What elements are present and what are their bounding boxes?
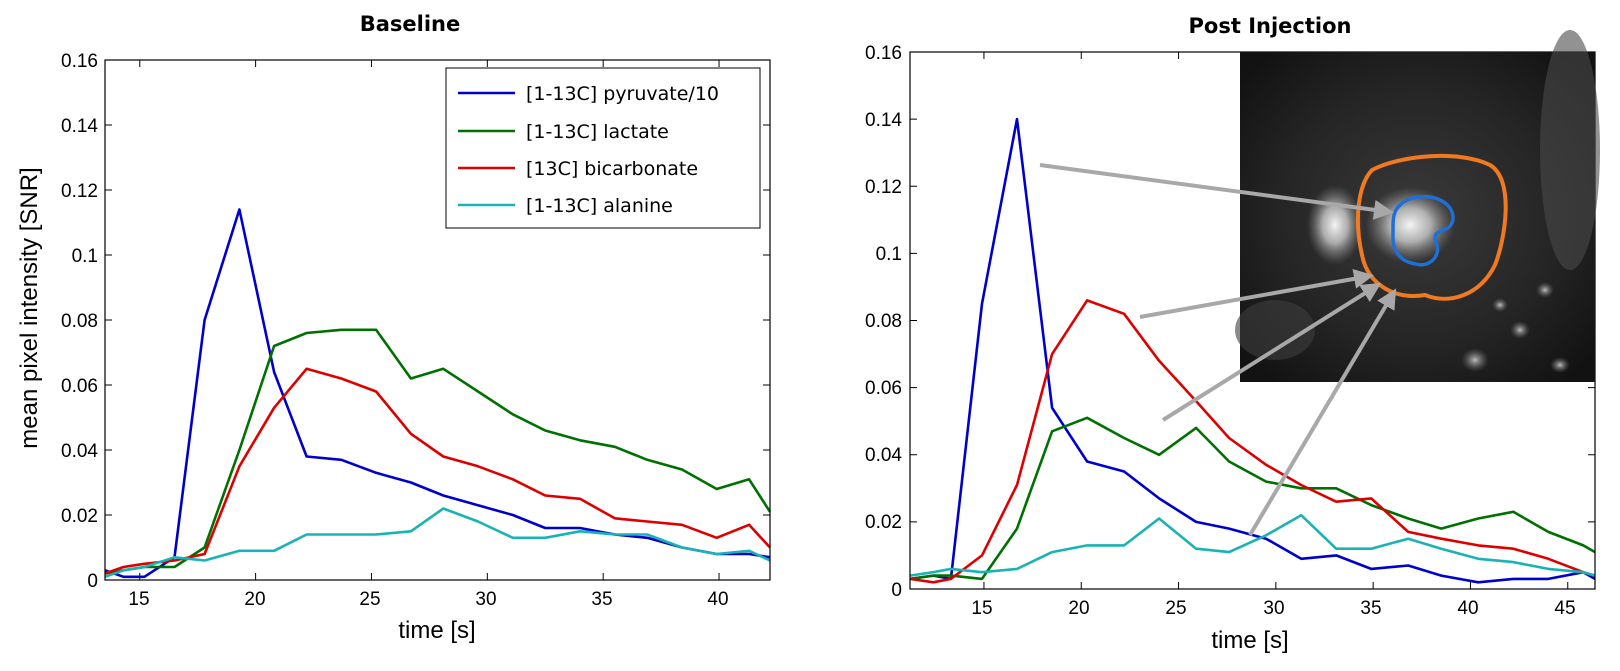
post-injection-panel: Post Injection 0.16 0.14 0.12 0.1 0.08 0…	[865, 14, 1600, 654]
legend-label: [1-13C] lactate	[526, 121, 669, 143]
mri-bright-spot	[1550, 357, 1570, 373]
series-line-13c-bicarbonate	[909, 299, 1596, 584]
y-tick-label: 0.12	[61, 181, 98, 202]
mri-bright-spot	[1536, 282, 1554, 298]
x-tick-label: 40	[707, 589, 728, 610]
x-tick-label: 15	[128, 589, 149, 610]
legend-label: [1-13C] pyruvate/10	[526, 83, 719, 105]
x-tick-label: 40	[1457, 598, 1478, 619]
y-tick-label: 0.04	[865, 445, 902, 466]
roi-outer-outline	[1355, 153, 1508, 301]
y-tick-label: 0.02	[865, 512, 902, 533]
y-tick-label: 0.1	[876, 244, 902, 265]
series-group	[104, 208, 772, 579]
mri-bright-region	[1307, 185, 1363, 265]
mri-tissue	[1540, 30, 1600, 270]
axes-frame	[104, 59, 771, 581]
x-tick-labels: 15 20 25 30 35 40 45	[971, 598, 1575, 619]
series-group	[909, 117, 1596, 584]
y-tick-label: 0.06	[61, 376, 98, 397]
x-tick-label: 25	[359, 589, 380, 610]
legend-box	[445, 67, 761, 229]
y-tick-label: 0.06	[865, 378, 902, 399]
y-tick-label: 0	[87, 571, 98, 592]
legend-label: [13C] bicarbonate	[526, 158, 698, 180]
roi-inner-outline	[1391, 194, 1455, 267]
y-tick-label: 0.08	[865, 311, 902, 332]
mri-tissue	[1235, 300, 1315, 360]
series-line-1-13c-lactate	[909, 416, 1596, 581]
x-tick-label: 35	[1360, 598, 1381, 619]
y-tick-label: 0.02	[61, 506, 98, 527]
x-tick-label: 35	[591, 589, 612, 610]
y-axis-label: mean pixel intensity [SNR]	[16, 167, 43, 448]
y-tick-label: 0.16	[61, 51, 98, 72]
mri-bright-spot	[1461, 348, 1489, 372]
x-tick-label: 20	[1068, 598, 1089, 619]
arrow	[1161, 282, 1382, 422]
y-tick-label: 0	[891, 580, 902, 601]
series-line-1-13c-alanine	[104, 507, 771, 579]
y-tick-label: 0.14	[61, 116, 98, 137]
mri-inset	[1039, 30, 1600, 537]
baseline-panel: Baseline 0.16 0.14 0.12 0.1 0.08 0.06 0.…	[16, 12, 772, 644]
y-tick-labels: 0.16 0.14 0.12 0.1 0.08 0.06 0.04 0.02 0	[865, 43, 902, 601]
x-tick-label: 45	[1554, 598, 1575, 619]
x-tick-label: 20	[244, 589, 265, 610]
mri-bright-spot	[1492, 298, 1508, 312]
series-line-1-13c-alanine	[909, 513, 1596, 577]
y-tick-label: 0.1	[72, 246, 98, 267]
legend: [1-13C] pyruvate/10 [1-13C] lactate [13C…	[445, 67, 761, 229]
y-tick-label: 0.12	[865, 177, 902, 198]
y-tick-label: 0.16	[865, 43, 902, 64]
legend-label: [1-13C] alanine	[526, 195, 673, 217]
series-line-1-13c-pyruvate-10	[909, 117, 1596, 584]
y-tick-label: 0.04	[61, 441, 98, 462]
x-tick-label: 30	[1263, 598, 1284, 619]
arrow	[1039, 163, 1394, 220]
x-tick-labels: 15 20 25 30 35 40	[128, 589, 728, 610]
arrow	[1139, 268, 1374, 319]
arrow	[1248, 288, 1397, 537]
y-tick-label: 0.08	[61, 311, 98, 332]
chart-title: Baseline	[360, 12, 461, 36]
mri-bright-spot	[1510, 321, 1530, 339]
y-tick-labels: 0.16 0.14 0.12 0.1 0.08 0.06 0.04 0.02 0	[61, 51, 98, 592]
chart-title: Post Injection	[1189, 14, 1352, 38]
axis-ticks	[105, 59, 770, 581]
series-line-1-13c-pyruvate-10	[104, 208, 771, 579]
x-tick-label: 25	[1165, 598, 1186, 619]
x-tick-label: 15	[971, 598, 992, 619]
x-axis-label: time [s]	[1211, 627, 1288, 654]
x-axis-label: time [s]	[398, 617, 475, 644]
series-line-13c-bicarbonate	[104, 367, 771, 575]
x-tick-label: 30	[475, 589, 496, 610]
y-tick-label: 0.14	[865, 110, 902, 131]
